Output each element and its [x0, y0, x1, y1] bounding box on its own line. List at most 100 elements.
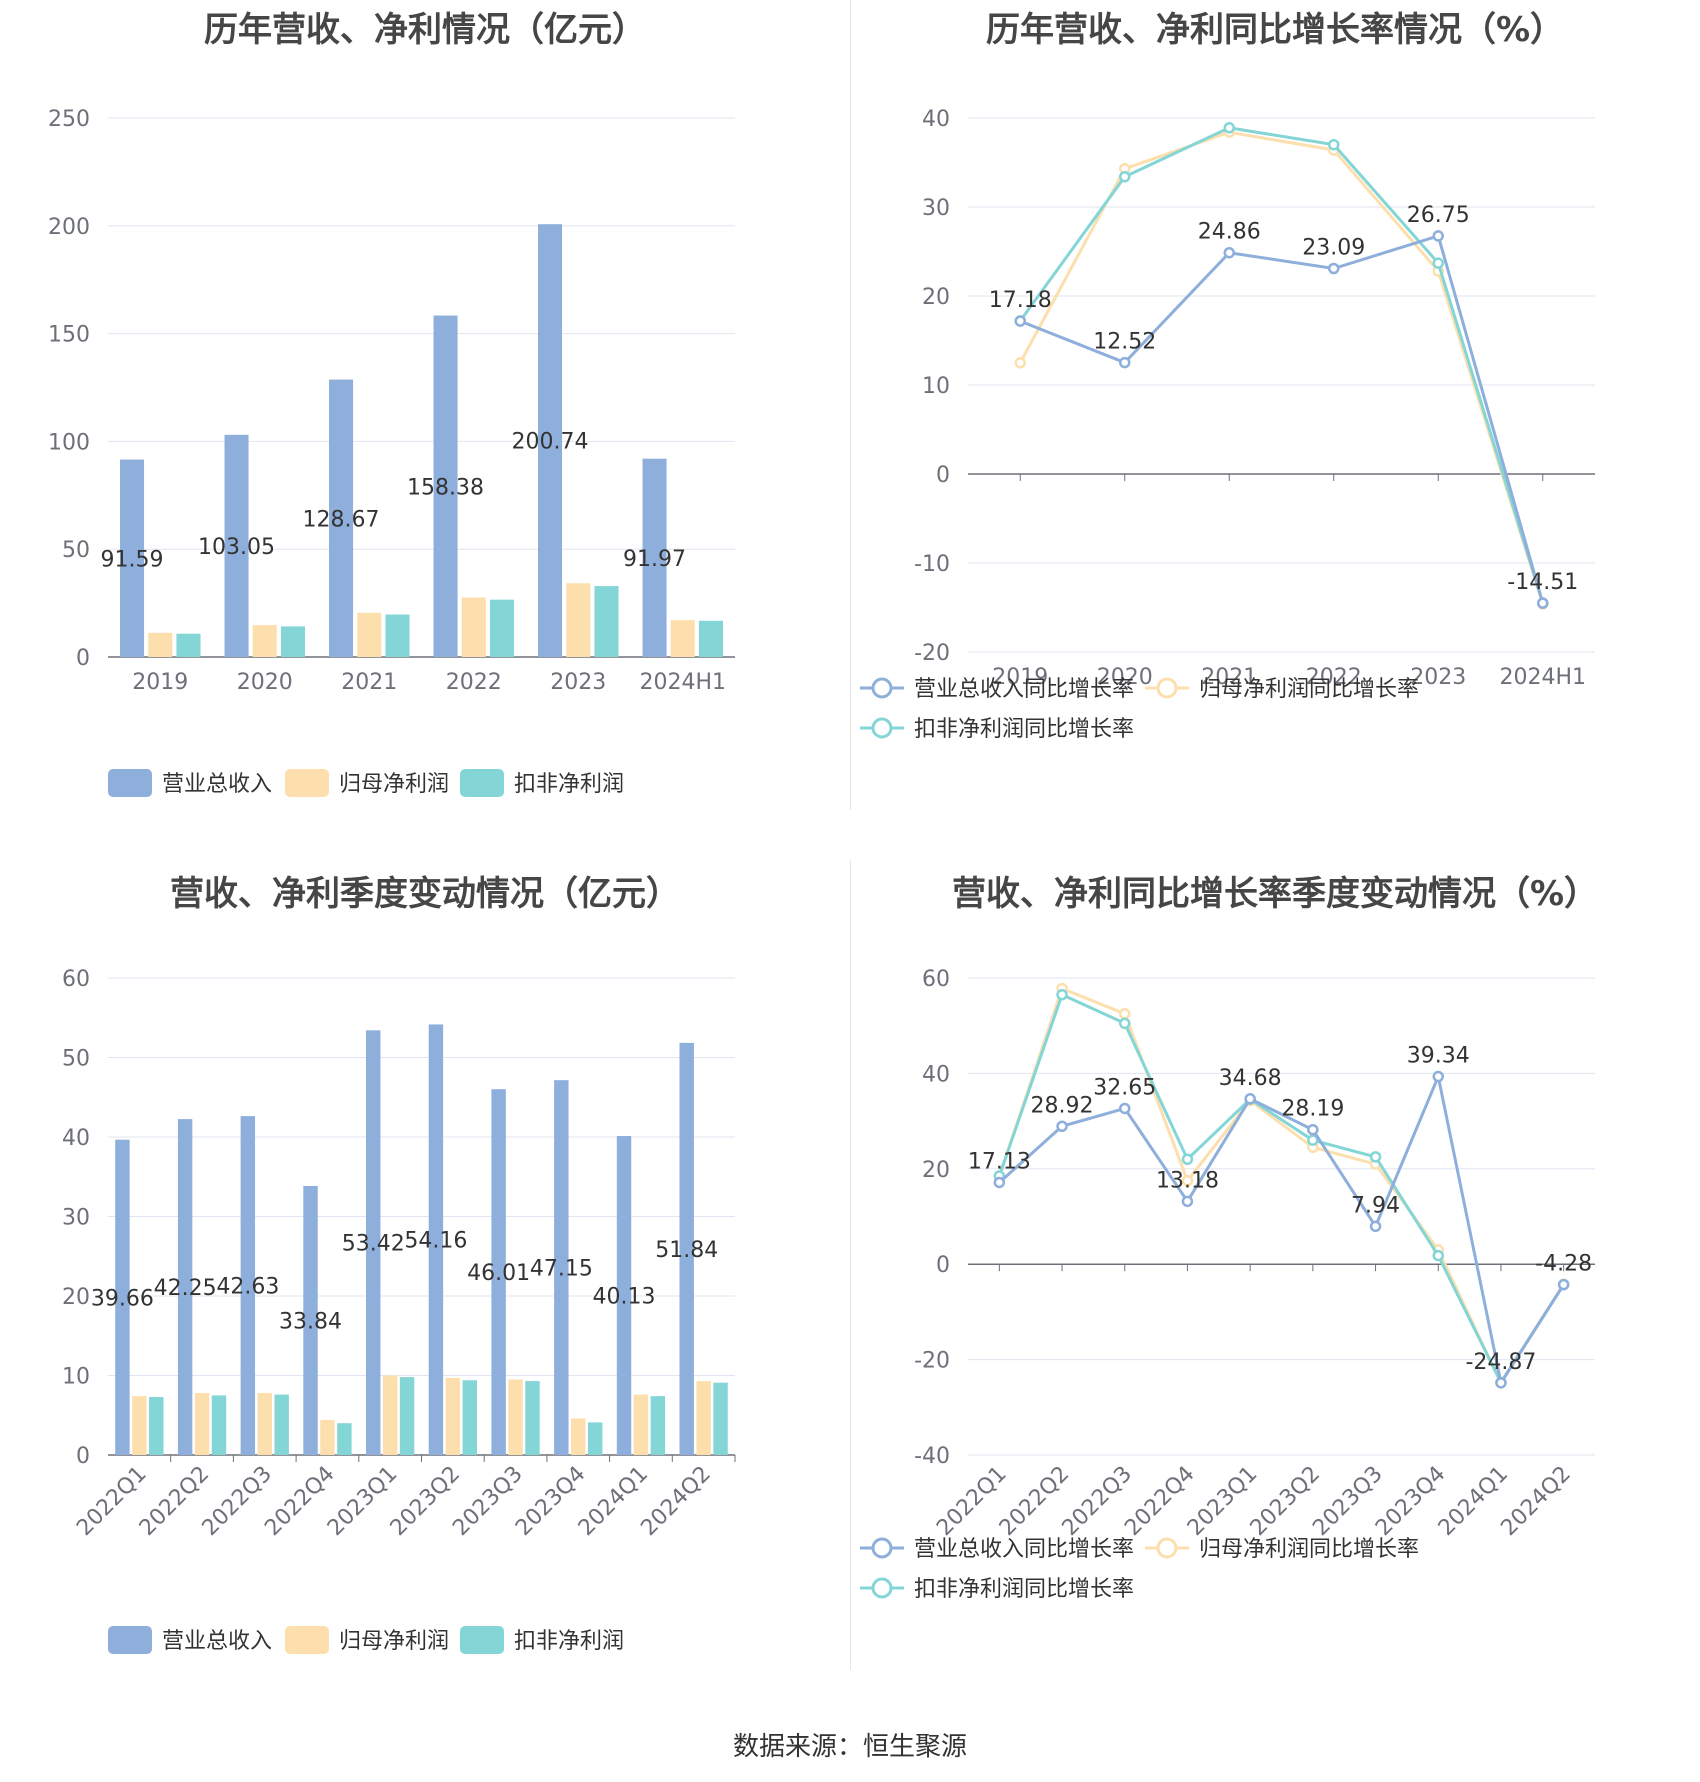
line-value-label: 13.18 [1156, 1168, 1219, 1193]
x-tick-label: 2024Q2 [636, 1462, 715, 1541]
bar-net-profit [571, 1418, 586, 1455]
legend-label: 营业总收入 [162, 772, 272, 797]
bar-net-profit [566, 583, 591, 657]
bar-revenue [329, 379, 354, 657]
line-point [1056, 988, 1068, 1001]
vertical-divider-top [850, 0, 851, 810]
legend-swatch [460, 769, 504, 797]
bar-net-profit [508, 1379, 523, 1455]
line-point [1014, 357, 1026, 369]
legend-swatch [460, 1626, 504, 1654]
y-tick-label: 50 [62, 1047, 90, 1072]
bar-revenue [120, 459, 145, 657]
bar-revenue [224, 434, 249, 657]
line-series-revenue-growth [998, 1071, 1565, 1387]
line-point [1014, 315, 1026, 327]
quarter-line-panel: 营收、净利同比增长率季度变动情况（%） -40 -20 0 20 40 60 2022Q1 2… [850, 860, 1700, 1690]
line-point [1119, 170, 1131, 183]
x-tick-label: 2022 [446, 670, 502, 695]
bar-net-profit [382, 1375, 398, 1455]
bar-deducted-profit [399, 1377, 415, 1455]
x-tick-label: 2021 [1201, 665, 1257, 690]
y-tick-label: 20 [922, 1158, 950, 1183]
y-tick-label: 10 [922, 374, 950, 399]
bar-revenue [366, 1030, 381, 1455]
line-point [1119, 356, 1131, 369]
bar-deducted-profit [211, 1395, 227, 1455]
y-tick-label: 250 [48, 107, 90, 132]
line-value-label: 39.34 [1407, 1044, 1470, 1069]
legend-marker [1156, 1537, 1178, 1559]
x-tick-label: 2020 [237, 670, 293, 695]
line-value-label: -14.51 [1507, 570, 1578, 595]
bar-net-profit [320, 1420, 335, 1455]
quarter-bar-title: 营收、净利季度变动情况（亿元） [170, 874, 680, 914]
bar-revenue [428, 1024, 444, 1455]
legend-label: 扣非净利润同比增长率 [914, 717, 1134, 742]
bar-net-profit [670, 620, 695, 657]
line-point [1557, 1278, 1570, 1291]
line-point [1223, 246, 1235, 259]
line-value-label: 24.86 [1198, 220, 1261, 245]
bar-deducted-profit [280, 626, 305, 657]
bar-deducted-profit [462, 1380, 477, 1455]
bar-revenue [554, 1080, 569, 1455]
legend-label: 扣非净利润同比增长率 [914, 1577, 1134, 1602]
bar-deducted-profit [713, 1382, 728, 1455]
legend-label: 营业总收入 [162, 1629, 272, 1654]
annual-line-title: 历年营收、净利同比增长率情况（%） [985, 10, 1565, 50]
annual-line-chart: -20 -10 0 10 20 30 40 2019 2020 2021 2022 2023 2024H… [860, 107, 1595, 742]
legend-label: 归母净利润 [339, 772, 449, 797]
y-tick-label: -20 [914, 641, 950, 666]
line-value-label: 28.19 [1281, 1097, 1344, 1122]
bar-revenue [616, 1135, 632, 1455]
line-point [1369, 1220, 1382, 1233]
y-tick-label: -20 [914, 1349, 950, 1374]
annual-bar-chart: 0 50 100 150 200 250 2019 2020 2021 2022 2023 2024H… [48, 107, 735, 797]
x-tick-label: 2024Q2 [1496, 1462, 1575, 1541]
line-point [1223, 122, 1235, 134]
legend-swatch [285, 1626, 329, 1654]
line-point [1432, 230, 1444, 242]
line-value-label: 17.18 [989, 288, 1052, 313]
legend-marker [871, 717, 893, 739]
y-tick-label: 0 [76, 1444, 90, 1469]
bar-net-profit [252, 625, 277, 657]
legend-label: 营业总收入同比增长率 [914, 1537, 1134, 1562]
bar-revenue [642, 458, 667, 657]
y-tick-label: 50 [62, 538, 90, 563]
quarter-bar-chart: 01020304050602022Q12022Q22022Q32022Q4202… [62, 967, 736, 1654]
x-tick-label: 2024H1 [1499, 665, 1586, 690]
bar-value-label: 91.59 [101, 547, 164, 572]
x-tick-label: 2021 [341, 670, 397, 695]
x-tick-label: 2019 [992, 665, 1048, 690]
bar-revenue [177, 1119, 193, 1455]
line-point [1432, 1249, 1444, 1262]
line-point [1181, 1174, 1194, 1187]
y-tick-label: 0 [936, 1253, 950, 1278]
line-series-deducted-profit-growth [997, 992, 1565, 1386]
bar-value-label: 39.66 [91, 1286, 154, 1311]
line-point [1181, 1195, 1194, 1208]
legend-marker [871, 1537, 893, 1559]
legend-marker [871, 677, 893, 699]
bar-value-label: 42.63 [216, 1275, 279, 1300]
line-value-label: 28.92 [1031, 1093, 1094, 1118]
bar-net-profit [461, 597, 486, 657]
x-tick-label: 2022 [1306, 665, 1362, 690]
x-tick-label: 2023 [550, 670, 606, 695]
legend-label: 归母净利润 [339, 1629, 449, 1654]
legend-label: 扣非净利润 [514, 772, 624, 797]
bar-deducted-profit [176, 633, 201, 657]
quarter-bar-panel: 营收、净利季度变动情况（亿元） 0 10 20 30 40 50 60 2022Q1 2022Q… [0, 860, 850, 1690]
bar-value-label: 40.13 [593, 1284, 656, 1309]
y-tick-label: 0 [936, 463, 950, 488]
y-tick-label: 40 [922, 107, 950, 132]
line-series-net-profit-growth [997, 986, 1565, 1387]
bar-value-label: 47.15 [530, 1257, 593, 1282]
annual-line-panel: 历年营收、净利同比增长率情况（%） -20 -10 0 10 20 30 40 2019 202… [850, 0, 1700, 830]
legend-label: 扣非净利润 [514, 1629, 624, 1654]
bar-value-label: 158.38 [407, 475, 484, 500]
y-tick-label: 10 [62, 1365, 90, 1390]
bar-value-label: 128.67 [303, 507, 380, 532]
